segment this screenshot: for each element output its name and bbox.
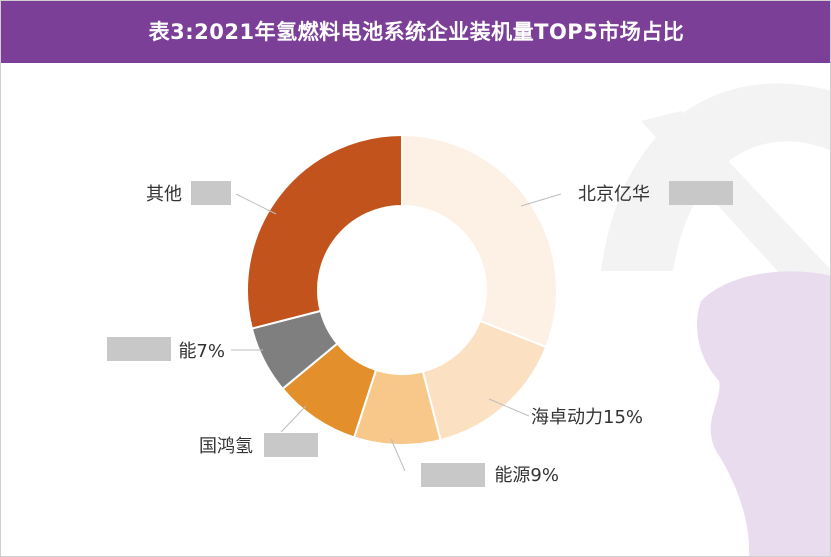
title-bar: 表3:2021年氢燃料电池系统企业装机量TOP5市场占比 (1, 1, 830, 63)
leader-line-3 (280, 405, 307, 433)
watermark-arc (601, 83, 830, 271)
redacted-label-block-0 (669, 181, 733, 205)
donut-slice-1 (421, 319, 548, 442)
leader-line-0 (520, 193, 562, 207)
leader-line-1 (488, 398, 530, 417)
slice-label-0: 北京亿华 (578, 184, 650, 205)
slice-label-4: 能7% (178, 341, 225, 362)
redacted-label-block-5 (191, 181, 231, 205)
chart-title: 表3:2021年氢燃料电池系统企业装机量TOP5市场占比 (148, 20, 685, 44)
redacted-label-block-2 (421, 463, 485, 487)
redacted-label-block-3 (264, 433, 318, 457)
slice-label-1: 海卓动力15% (531, 407, 643, 428)
donut-slice-5 (246, 133, 403, 330)
redacted-label-block-4 (107, 337, 171, 361)
leader-line-2 (390, 438, 406, 472)
watermark-figure (697, 271, 830, 556)
slice-label-2: 能源9% (494, 465, 559, 486)
donut-slice-0 (401, 133, 558, 349)
leader-line-5 (235, 193, 277, 215)
slice-label-5: 其他 (146, 184, 182, 205)
slice-label-3: 国鸿氢 (199, 436, 253, 457)
